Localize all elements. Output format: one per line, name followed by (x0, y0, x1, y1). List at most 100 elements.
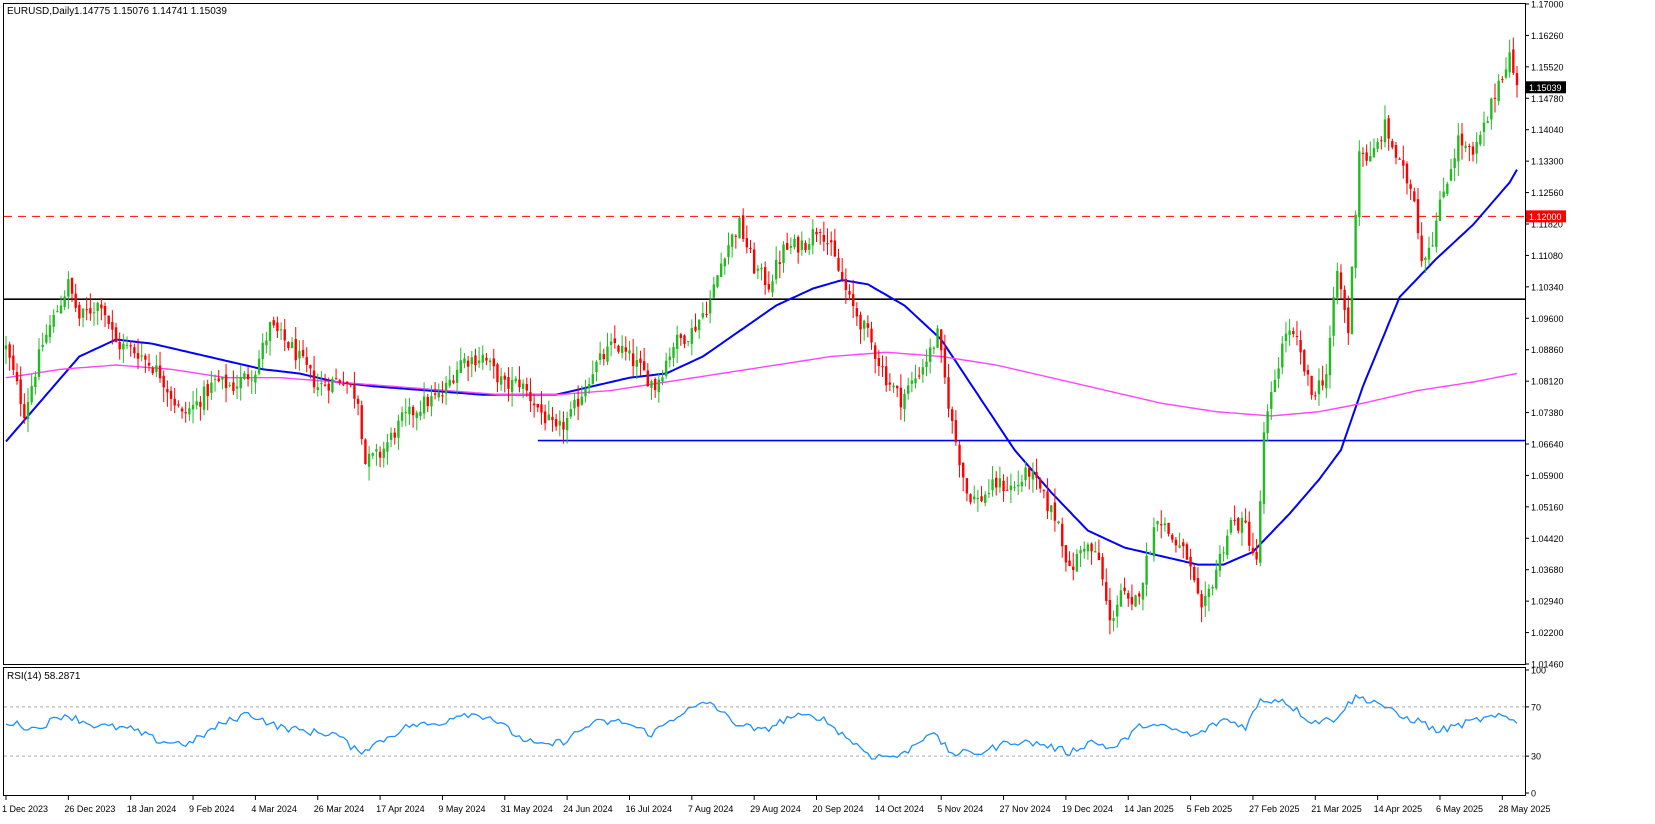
candle-body (125, 344, 129, 347)
candle-body (1156, 521, 1159, 525)
price-tick-label: 1.14780 (1531, 94, 1564, 104)
candle-body (133, 347, 136, 354)
candle-body (1196, 577, 1200, 594)
candle-body (1358, 151, 1361, 218)
candle-body (1053, 502, 1057, 521)
rsi-label: RSI(14) 58.2871 (7, 671, 81, 682)
candle-body (1486, 121, 1489, 123)
candle-body (1119, 590, 1123, 607)
candle-body (639, 358, 642, 363)
candle-body (1167, 522, 1170, 534)
time-tick-label: 9 May 2024 (438, 804, 485, 814)
candle-body (1237, 518, 1240, 531)
candle-body (1493, 97, 1497, 99)
candle-body (598, 353, 602, 361)
candle-body (1398, 158, 1401, 160)
candle-body (1438, 199, 1442, 221)
candle-body (1116, 604, 1119, 617)
candle-body (543, 411, 547, 424)
candle-body (470, 357, 473, 365)
candle-body (1376, 141, 1379, 149)
candle-body (756, 268, 760, 271)
candle-body (1354, 214, 1357, 268)
candle-body (525, 384, 528, 391)
candle-body (1288, 330, 1291, 335)
candle-body (1387, 118, 1390, 139)
candle-body (554, 419, 558, 427)
candle-body (951, 409, 954, 421)
candle-body (301, 349, 305, 357)
candle-body (422, 396, 426, 414)
candle-body (1020, 481, 1024, 487)
candle-body (276, 322, 279, 331)
candle-body (1046, 491, 1049, 512)
candle-body (45, 334, 48, 343)
candle-body (837, 257, 840, 271)
candle-body (679, 334, 683, 339)
candle-body (367, 453, 371, 467)
candle-body (565, 418, 569, 431)
candle-body (1068, 560, 1071, 567)
candle-body (760, 267, 763, 270)
candle-body (840, 272, 844, 280)
candle-body (1090, 543, 1093, 552)
candle-body (78, 304, 81, 319)
price-tick-label: 1.03680 (1531, 565, 1564, 575)
time-tick-label: 7 Aug 2024 (688, 804, 734, 814)
candle-body (1108, 600, 1112, 621)
horizontal-lines (4, 215, 1525, 442)
candle-body (316, 387, 319, 391)
candle-body (492, 358, 495, 367)
candle-body (829, 240, 833, 243)
candle-body (217, 378, 220, 382)
rsi-tick-label: 100 (1531, 666, 1546, 676)
candle-body (584, 388, 587, 397)
candle-body (1134, 595, 1137, 607)
candle-body (1207, 588, 1211, 598)
candle-body (408, 406, 411, 415)
candle-body (298, 350, 301, 359)
candle-body (540, 404, 543, 413)
candle-body (488, 360, 492, 363)
candle-body (250, 379, 253, 381)
candle-body (356, 398, 360, 404)
candle-body (1464, 145, 1467, 148)
candle-body (1138, 593, 1141, 597)
candle-body (169, 390, 173, 399)
candle-body (1369, 156, 1372, 162)
candle-body (1471, 146, 1475, 155)
candle-body (547, 414, 550, 421)
time-tick-label: 26 Mar 2024 (314, 804, 365, 814)
candle-body (1475, 141, 1478, 154)
symbol-label: EURUSD,Daily (7, 6, 74, 17)
candle-body (1317, 380, 1321, 395)
candle-body (320, 382, 323, 385)
candle-body (191, 404, 195, 410)
price-tick-label: 1.05900 (1531, 471, 1564, 481)
candle-body (1431, 245, 1434, 247)
candle-body (15, 371, 19, 382)
candle-body (1479, 134, 1482, 145)
candle-body (1416, 199, 1420, 234)
candle-body (929, 347, 932, 362)
time-tick-label: 1 Dec 2023 (2, 804, 48, 814)
candle-body (67, 279, 70, 297)
candle-body (261, 342, 264, 360)
candle-body (1152, 527, 1156, 557)
candle-body (1189, 556, 1192, 567)
candle-body (228, 384, 231, 386)
candle-body (323, 384, 327, 386)
candle-body (441, 395, 444, 397)
candle-body (268, 322, 272, 341)
candle-body (855, 308, 859, 317)
candle-body (888, 382, 892, 385)
price-tick-label: 1.11820 (1531, 220, 1563, 230)
price-tick-label: 1.12560 (1531, 188, 1564, 198)
candle-body (96, 302, 99, 311)
candle-body (1347, 307, 1350, 334)
candle-body (734, 235, 738, 237)
candle-body (279, 329, 283, 331)
candle-body (59, 305, 63, 314)
candle-body (514, 378, 517, 382)
candle-body (1240, 517, 1244, 533)
